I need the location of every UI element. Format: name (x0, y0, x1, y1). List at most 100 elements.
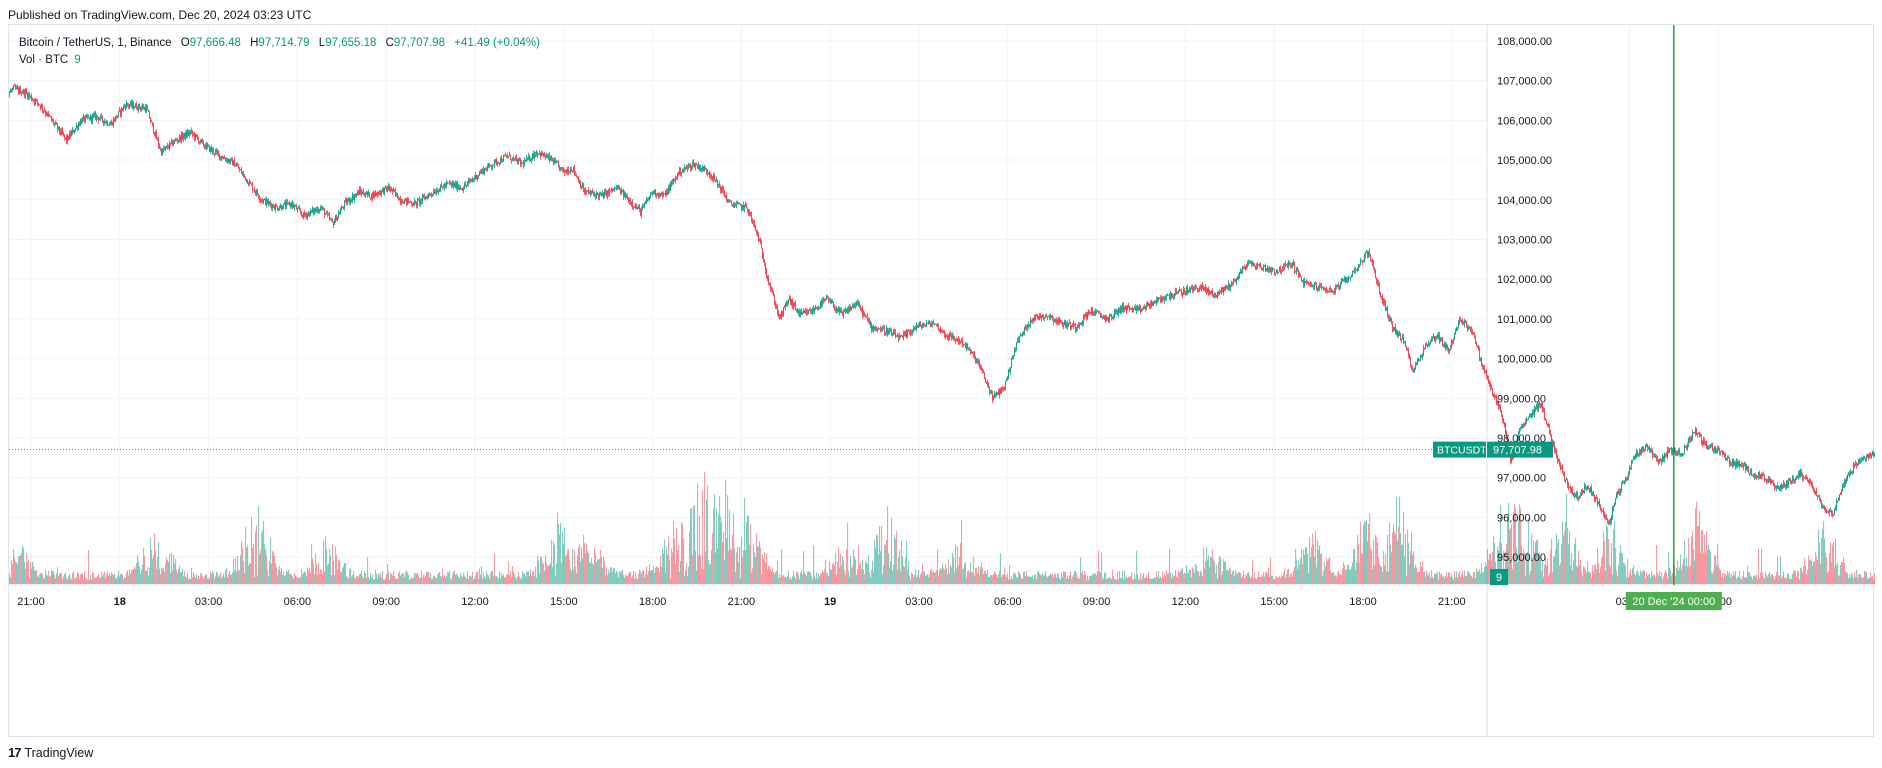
candle-body (1555, 450, 1556, 452)
candle-body (1360, 260, 1361, 265)
candle-body (250, 181, 251, 184)
candle-body (1284, 266, 1285, 268)
candle-body (1266, 268, 1267, 271)
volume-bar (745, 550, 747, 584)
candle-body (872, 325, 873, 330)
candle-body (1562, 466, 1563, 472)
volume-bar (333, 560, 335, 584)
candle-body (606, 191, 607, 197)
candle-body (909, 331, 910, 333)
candle-body (1640, 449, 1641, 454)
volume-bar (16, 562, 18, 584)
candle-body (160, 148, 161, 150)
volume-bar (202, 575, 204, 584)
candle-body (395, 191, 396, 195)
volume-bar (644, 577, 646, 584)
candle-body (1545, 418, 1546, 420)
candle-body (213, 149, 214, 154)
volume-bar (120, 574, 122, 584)
volume-bar (1051, 574, 1053, 584)
candle-body (1269, 268, 1270, 270)
volume-bar (588, 552, 590, 584)
volume-bar (728, 550, 730, 584)
volume-bar (139, 566, 141, 584)
candle-body (1794, 480, 1795, 482)
volume-bar (271, 563, 273, 584)
candle-body (470, 180, 471, 181)
candle-body (256, 190, 257, 194)
candle-body (1668, 450, 1669, 453)
candle-body (1089, 312, 1090, 314)
candle-body (1342, 280, 1343, 282)
candle-body (536, 152, 537, 156)
candle-body (1842, 486, 1843, 492)
volume-bar (758, 546, 760, 584)
candle-body (1798, 472, 1799, 477)
candle-body (378, 192, 379, 195)
candle-body (1700, 435, 1701, 437)
candle-body (907, 330, 908, 336)
candle-body (438, 191, 439, 193)
candle-body (887, 328, 888, 335)
volume-bar (613, 567, 615, 584)
candle-body (1711, 444, 1712, 448)
candle-body (934, 324, 935, 325)
volume-bar (601, 557, 603, 584)
volume-bar (564, 527, 566, 584)
candle-body (1355, 269, 1356, 271)
candle-body (287, 202, 288, 203)
volume-bar (790, 577, 792, 584)
candle-body (816, 307, 817, 309)
volume-bar (641, 573, 643, 584)
chart-frame[interactable]: 95,000.00 96,000.00 97,000.00 98,000.00 99,0… (8, 24, 1875, 738)
candle-body (176, 139, 177, 141)
volume-bar (720, 516, 722, 584)
volume-bar (603, 556, 605, 584)
candle-body (435, 192, 436, 194)
volume-bar (407, 572, 409, 584)
candle-body (151, 121, 152, 123)
candle-body (1737, 461, 1738, 466)
candle-body (400, 198, 401, 203)
candle-body (1778, 487, 1779, 489)
volume-bar (897, 569, 899, 584)
volume-bar (536, 577, 538, 584)
candle-body (215, 151, 216, 154)
candle-body (1193, 288, 1194, 290)
candle-body (963, 343, 964, 345)
volume-bar (136, 562, 138, 584)
price-chart[interactable]: 95,000.0096,000.0097,000.0098,000.0099,0… (9, 25, 1875, 738)
candle-body (701, 167, 702, 169)
candle-body (1325, 288, 1326, 291)
candle-body (1012, 356, 1013, 359)
candle-body (1114, 311, 1115, 317)
candle-body (1766, 479, 1767, 482)
volume-bar (921, 572, 923, 584)
candle-body (1586, 488, 1587, 490)
candle-body (1103, 315, 1104, 317)
volume-bar (534, 576, 536, 584)
candle-body (1724, 452, 1725, 456)
candle-body (599, 193, 600, 198)
volume-bar (30, 562, 32, 584)
candle-body (1832, 514, 1833, 516)
candle-body (1054, 319, 1055, 322)
candle-body (715, 179, 716, 181)
volume-bar (568, 549, 570, 584)
volume-bar (18, 556, 20, 584)
candle-body (1281, 269, 1282, 272)
volume-bar (280, 571, 282, 584)
volume-bar (1143, 572, 1145, 584)
candle-body (1676, 452, 1677, 455)
candle-body (749, 212, 750, 214)
published-caption: Published on TradingView.com, Dec 20, 20… (8, 8, 312, 22)
volume-bar (143, 547, 145, 584)
candle-body (1022, 332, 1023, 336)
volume-bar (1087, 575, 1089, 584)
volume-bar (962, 569, 964, 584)
volume-bar (197, 578, 199, 584)
candle-body (1824, 508, 1825, 511)
volume-bar (857, 569, 859, 584)
volume-bar (1135, 578, 1137, 584)
volume-bar (216, 571, 218, 584)
